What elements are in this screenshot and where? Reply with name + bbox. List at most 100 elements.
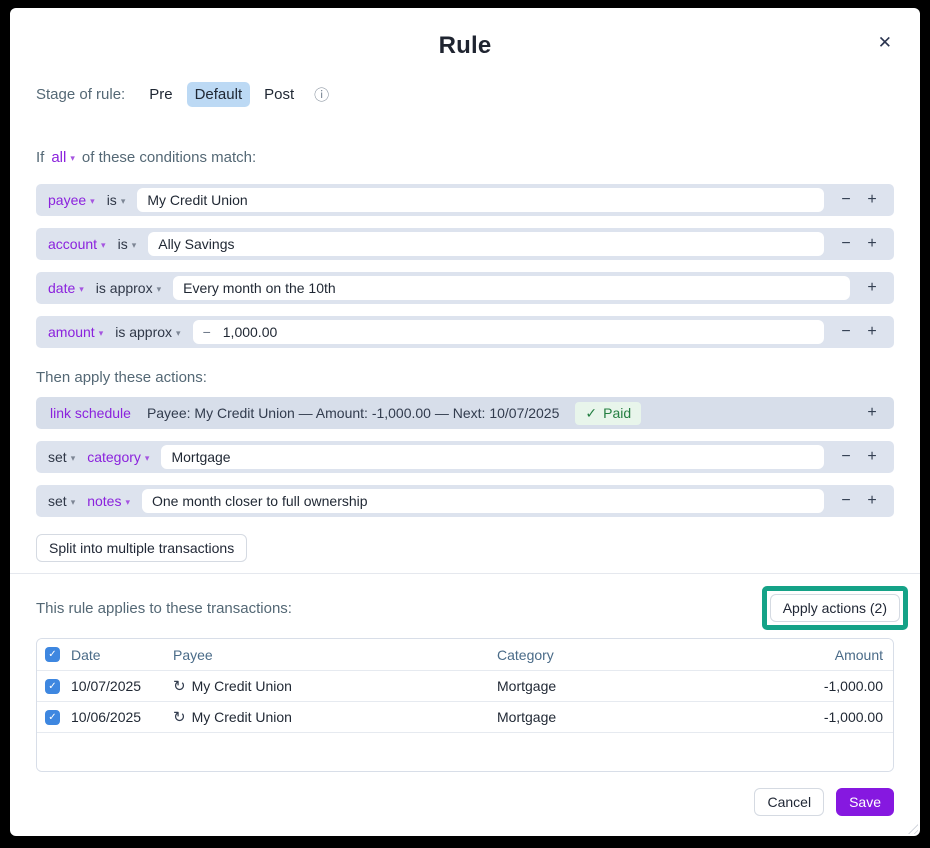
- cell-category: Mortgage: [497, 678, 557, 694]
- check-icon: ✓: [48, 711, 57, 723]
- field-name: payee: [48, 192, 87, 208]
- highlight-annotation: Apply actions (2): [761, 586, 908, 630]
- action-value-input[interactable]: One month closer to full ownership: [142, 489, 824, 513]
- select-all-checkbox[interactable]: ✓: [45, 647, 60, 662]
- condition-amount-input[interactable]: − 1,000.00: [192, 320, 824, 344]
- column-header-payee[interactable]: Payee: [173, 646, 213, 663]
- cancel-button[interactable]: Cancel: [754, 788, 825, 816]
- save-button[interactable]: Save: [836, 788, 894, 816]
- condition-value-input[interactable]: Ally Savings: [148, 232, 824, 256]
- chevron-down-icon: ▾: [70, 153, 75, 163]
- condition-value-input[interactable]: Every month on the 10th: [173, 276, 850, 300]
- recurring-icon: ↻: [173, 709, 186, 726]
- action-row-schedule: link schedule Payee: My Credit Union — A…: [36, 397, 894, 429]
- row-checkbox[interactable]: ✓: [45, 709, 60, 725]
- action-row-notes: set ▾ notes ▾ One month closer to full o…: [36, 485, 894, 517]
- row-controls: − +: [838, 235, 880, 253]
- conditions-header: If all ▾ of these conditions match:: [36, 149, 894, 166]
- stage-option-pre[interactable]: Pre: [149, 86, 173, 103]
- link-schedule-button[interactable]: link schedule: [50, 405, 131, 421]
- chevron-down-icon: ▾: [125, 496, 130, 507]
- transactions-label: This rule applies to these transactions:: [36, 599, 292, 617]
- paid-badge-label: Paid: [603, 405, 632, 421]
- actions-header: Then apply these actions:: [36, 369, 207, 386]
- field-dropdown[interactable]: amount ▾: [48, 324, 103, 340]
- paid-badge: ✓ Paid: [575, 401, 642, 425]
- check-icon: ✓: [585, 404, 598, 421]
- table-row[interactable]: ✓ 10/06/2025 ↻ My Credit Union Mortgage …: [37, 701, 893, 732]
- negative-sign-toggle[interactable]: −: [202, 324, 211, 340]
- cell-date: 10/06/2025: [71, 709, 142, 725]
- remove-condition-button[interactable]: −: [841, 235, 851, 252]
- add-action-button[interactable]: +: [867, 404, 877, 421]
- stage-option-default[interactable]: Default: [186, 82, 251, 107]
- apply-actions-button[interactable]: Apply actions (2): [769, 594, 900, 622]
- remove-condition-button[interactable]: −: [841, 323, 851, 340]
- resize-handle[interactable]: [908, 824, 918, 834]
- check-icon: ✓: [48, 649, 57, 660]
- payee-name: My Credit Union: [191, 709, 292, 725]
- chevron-down-icon: ▾: [90, 195, 95, 206]
- row-checkbox[interactable]: ✓: [45, 678, 60, 694]
- row-controls: − +: [838, 448, 880, 466]
- verb-name: set: [48, 493, 67, 509]
- add-condition-button[interactable]: +: [867, 323, 877, 340]
- amount-value: 1,000.00: [222, 324, 278, 340]
- action-value-input[interactable]: Mortgage: [161, 445, 824, 469]
- remove-condition-button[interactable]: −: [841, 191, 851, 208]
- row-select-cell: ✓: [45, 678, 71, 694]
- field-name: date: [48, 280, 76, 296]
- table-empty-row: [37, 732, 893, 771]
- split-transactions-button[interactable]: Split into multiple transactions: [36, 534, 248, 562]
- chevron-down-icon: ▾: [120, 195, 126, 206]
- field-name: account: [48, 236, 98, 252]
- verb-name: set: [48, 449, 67, 465]
- field-name: amount: [48, 324, 95, 340]
- chevron-down-icon: ▾: [101, 239, 106, 250]
- field-dropdown[interactable]: notes ▾: [87, 493, 130, 509]
- operator-dropdown[interactable]: is approx ▾: [115, 324, 180, 340]
- row-select-cell: ✓: [45, 709, 71, 725]
- cell-date: 10/07/2025: [71, 678, 142, 694]
- field-dropdown[interactable]: account ▾: [48, 236, 106, 252]
- verb-dropdown[interactable]: set ▾: [48, 449, 75, 465]
- recurring-icon: ↻: [173, 678, 186, 695]
- stage-option-post[interactable]: Post: [264, 86, 295, 103]
- table-header-row: ✓ Date Payee Category Amount: [37, 639, 893, 670]
- operator-name: is approx: [115, 324, 173, 340]
- add-condition-button[interactable]: +: [867, 235, 877, 252]
- row-controls: − +: [838, 191, 880, 209]
- conditions-prefix: If: [36, 149, 45, 166]
- chevron-down-icon: ▾: [98, 327, 104, 338]
- add-condition-button[interactable]: +: [867, 191, 877, 208]
- info-icon[interactable]: ⓘ: [314, 87, 330, 104]
- row-controls: +: [864, 279, 880, 297]
- column-header-date[interactable]: Date: [71, 646, 101, 663]
- column-header-category[interactable]: Category: [497, 646, 554, 663]
- field-dropdown[interactable]: date ▾: [48, 280, 84, 296]
- close-icon[interactable]: ✕: [877, 33, 892, 52]
- remove-action-button[interactable]: −: [841, 448, 851, 465]
- add-action-button[interactable]: +: [867, 448, 877, 465]
- add-condition-button[interactable]: +: [867, 279, 877, 296]
- column-header-amount[interactable]: Amount: [834, 646, 883, 663]
- conditions-operator-dropdown[interactable]: all ▾: [51, 149, 75, 166]
- row-controls: − +: [838, 323, 880, 341]
- add-action-button[interactable]: +: [867, 492, 877, 509]
- cell-amount: -1,000.00: [823, 678, 883, 694]
- chevron-down-icon: ▾: [144, 452, 150, 463]
- table-row[interactable]: ✓ 10/07/2025 ↻ My Credit Union Mortgage …: [37, 670, 893, 701]
- select-all-cell: ✓: [45, 647, 71, 662]
- operator-dropdown[interactable]: is approx ▾: [96, 280, 161, 296]
- verb-dropdown[interactable]: set ▾: [48, 493, 75, 509]
- field-dropdown[interactable]: payee ▾: [48, 192, 95, 208]
- cell-amount: -1,000.00: [823, 709, 883, 725]
- condition-value-input[interactable]: My Credit Union: [137, 188, 824, 212]
- section-divider: [10, 573, 920, 574]
- field-dropdown[interactable]: category ▾: [87, 449, 149, 465]
- conditions-operator: all: [51, 149, 67, 166]
- operator-dropdown[interactable]: is ▾: [118, 236, 137, 252]
- rule-dialog: Rule ✕ Stage of rule: Pre Default Post ⓘ…: [10, 8, 920, 836]
- operator-dropdown[interactable]: is ▾: [107, 192, 126, 208]
- remove-action-button[interactable]: −: [841, 492, 851, 509]
